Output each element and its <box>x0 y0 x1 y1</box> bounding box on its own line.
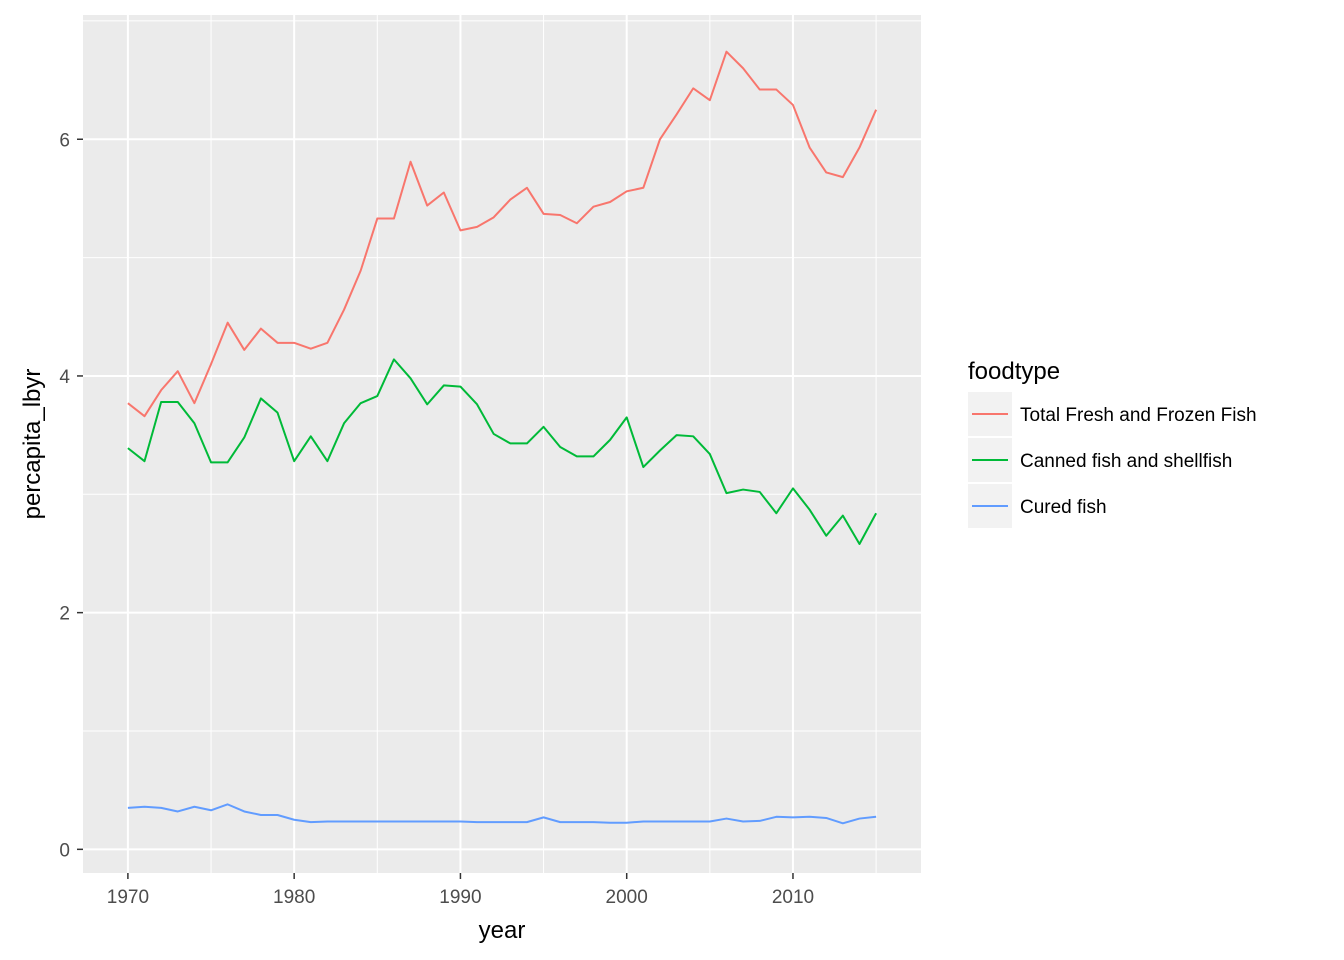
legend-label: Cured fish <box>1020 497 1107 518</box>
y-axis-title: percapita_lbyr <box>19 369 46 520</box>
series-line <box>127 50 878 418</box>
series-line <box>127 803 877 825</box>
x-axis-tick-labels: 1970 1980 1990 2000 2010 <box>107 887 814 908</box>
legend-title: foodtype <box>968 358 1060 385</box>
legend: foodtype Total Fresh and Frozen Fish Cann… <box>968 358 1257 528</box>
legend-label: Canned fish and shellfish <box>1020 451 1232 472</box>
plot-panel <box>83 15 921 873</box>
series-line <box>127 358 877 545</box>
x-tick-label: 2000 <box>606 887 648 908</box>
x-tick-label: 1990 <box>439 887 481 908</box>
x-tick-label: 1970 <box>107 887 149 908</box>
y-tick-label: 6 <box>59 130 70 151</box>
x-tick-label: 2010 <box>772 887 814 908</box>
y-tick-label: 2 <box>59 604 70 625</box>
legend-items: Total Fresh and Frozen Fish Canned fish a… <box>968 392 1257 528</box>
major-gridlines <box>83 15 921 873</box>
series-lines <box>127 50 878 825</box>
x-tick-label: 1980 <box>273 887 315 908</box>
y-tick-label: 0 <box>59 840 70 861</box>
axis-ticks <box>77 138 794 879</box>
legend-label: Total Fresh and Frozen Fish <box>1020 405 1257 426</box>
y-axis-tick-labels: 0 2 4 6 <box>59 130 70 861</box>
minor-gridlines <box>83 15 921 873</box>
y-tick-label: 4 <box>59 367 70 388</box>
x-axis-title: year <box>479 917 526 944</box>
